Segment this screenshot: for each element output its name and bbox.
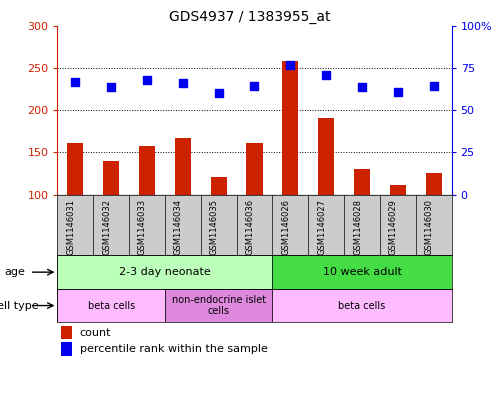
Bar xyxy=(67,143,83,195)
Bar xyxy=(139,145,155,195)
Bar xyxy=(175,138,191,195)
Text: GSM1146031: GSM1146031 xyxy=(66,199,75,255)
Text: GSM1146034: GSM1146034 xyxy=(174,199,183,255)
Text: age: age xyxy=(4,267,25,277)
Bar xyxy=(57,289,165,322)
Point xyxy=(71,79,79,85)
Text: cell type: cell type xyxy=(0,301,39,310)
Text: 2-3 day neonate: 2-3 day neonate xyxy=(119,267,211,277)
Text: GSM1146032: GSM1146032 xyxy=(102,199,111,255)
Text: GDS4937 / 1383955_at: GDS4937 / 1383955_at xyxy=(169,10,330,24)
Bar xyxy=(272,289,452,322)
Point xyxy=(430,83,438,90)
Bar xyxy=(272,255,452,289)
Bar xyxy=(354,169,370,195)
Text: GSM1146033: GSM1146033 xyxy=(138,199,147,255)
Point xyxy=(286,62,294,68)
Bar xyxy=(390,185,406,195)
Point xyxy=(107,84,115,90)
Point xyxy=(322,72,330,79)
Point xyxy=(143,77,151,83)
Text: beta cells: beta cells xyxy=(338,301,386,310)
Point xyxy=(394,89,402,95)
Point xyxy=(215,90,223,96)
Text: GSM1146030: GSM1146030 xyxy=(425,199,434,255)
Text: count: count xyxy=(80,328,111,338)
Text: GSM1146026: GSM1146026 xyxy=(281,199,290,255)
Bar xyxy=(282,61,298,195)
Bar xyxy=(165,289,272,322)
Bar xyxy=(103,161,119,195)
Point xyxy=(179,80,187,86)
Text: 10 week adult: 10 week adult xyxy=(322,267,402,277)
Text: GSM1146035: GSM1146035 xyxy=(210,199,219,255)
Bar xyxy=(61,326,72,339)
Text: beta cells: beta cells xyxy=(87,301,135,310)
Text: GSM1146028: GSM1146028 xyxy=(353,199,362,255)
Bar xyxy=(61,342,72,356)
Text: GSM1146036: GSM1146036 xyxy=(246,199,254,255)
Bar xyxy=(247,143,262,195)
Bar xyxy=(426,173,442,195)
Point xyxy=(358,84,366,90)
Text: non-endocrine islet
cells: non-endocrine islet cells xyxy=(172,295,265,316)
Point xyxy=(250,83,258,90)
Text: GSM1146027: GSM1146027 xyxy=(317,199,326,255)
Bar xyxy=(211,177,227,195)
Bar xyxy=(318,118,334,195)
Text: GSM1146029: GSM1146029 xyxy=(389,199,398,255)
Text: percentile rank within the sample: percentile rank within the sample xyxy=(80,345,268,354)
Bar xyxy=(57,255,272,289)
